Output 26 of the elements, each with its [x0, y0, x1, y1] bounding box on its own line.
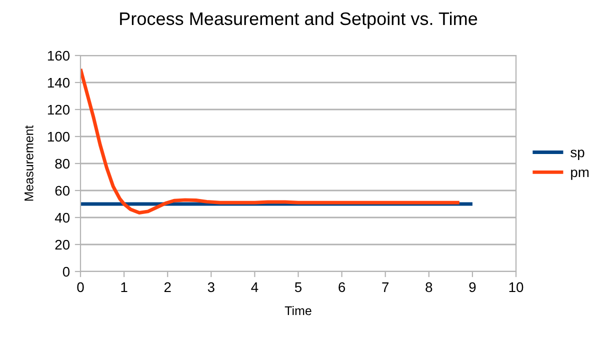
y-tick-label: 0: [62, 266, 70, 277]
y-tick-label: 80: [55, 158, 70, 169]
chart-title: Process Measurement and Setpoint vs. Time: [120, 12, 478, 29]
x-tick-label: 6: [338, 282, 346, 292]
y-tick-label: 140: [48, 78, 70, 88]
legend-label: pm: [571, 170, 589, 180]
legend-label: sp: [570, 150, 584, 160]
y-tick-label: 160: [48, 50, 70, 61]
x-tick-label: 5: [294, 282, 302, 292]
x-tick-label: 7: [382, 282, 389, 292]
x-tick-label: 10: [509, 282, 524, 292]
x-tick-label: 2: [164, 282, 171, 292]
x-axis-title: Time: [284, 306, 312, 316]
y-tick-label: 20: [55, 240, 70, 250]
y-tick-label: 100: [48, 132, 70, 142]
x-tick-label: 0: [77, 282, 84, 292]
y-axis-title: Measurement: [24, 125, 34, 201]
x-tick-label: 9: [469, 282, 476, 292]
y-tick-label: 40: [54, 212, 70, 223]
x-tick-label: 3: [208, 282, 214, 292]
line-series: [80, 67, 462, 215]
y-tick-label: 120: [48, 104, 70, 115]
x-tick-label: 8: [426, 282, 432, 292]
x-tick-label: 1: [121, 282, 128, 292]
y-tick-label: 60: [55, 186, 70, 196]
x-tick-label: 4: [251, 282, 258, 292]
